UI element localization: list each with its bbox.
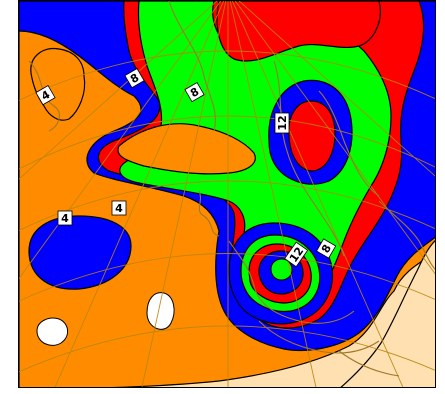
- contour-label-8-north-b: 8: [184, 82, 205, 103]
- contour-label-12-central-europe: 12: [284, 241, 309, 268]
- field-high-core-north: [216, 1, 381, 62]
- field-lowest-spot-b: [146, 292, 175, 330]
- coastlines: [28, 1, 435, 377]
- field-low-central: [117, 123, 256, 175]
- contour-label-12-scandinavia: 12: [274, 112, 290, 134]
- map-canvas: 4 8 8 12 4 4 12 8: [19, 1, 435, 387]
- contour-label-4-atlantic-a-text: 4: [61, 212, 69, 225]
- weather-map: 4 8 8 12 4 4 12 8: [18, 0, 436, 388]
- contour-label-12-scandinavia-text: 12: [276, 115, 289, 130]
- field-lowest-spot-a: [36, 317, 68, 346]
- contour-label-8-east: 8: [316, 238, 337, 259]
- contour-label-4-atlantic-b-text: 4: [115, 202, 123, 215]
- field-higher-core-europe: [270, 258, 293, 281]
- contour-label-4-greenland: 4: [35, 85, 56, 106]
- field-high-scandinavia: [288, 100, 336, 172]
- contour-label-4-atlantic-b: 4: [111, 200, 127, 216]
- contour-label-4-atlantic-a: 4: [57, 210, 73, 226]
- contour-label-8-north-a: 8: [124, 68, 145, 89]
